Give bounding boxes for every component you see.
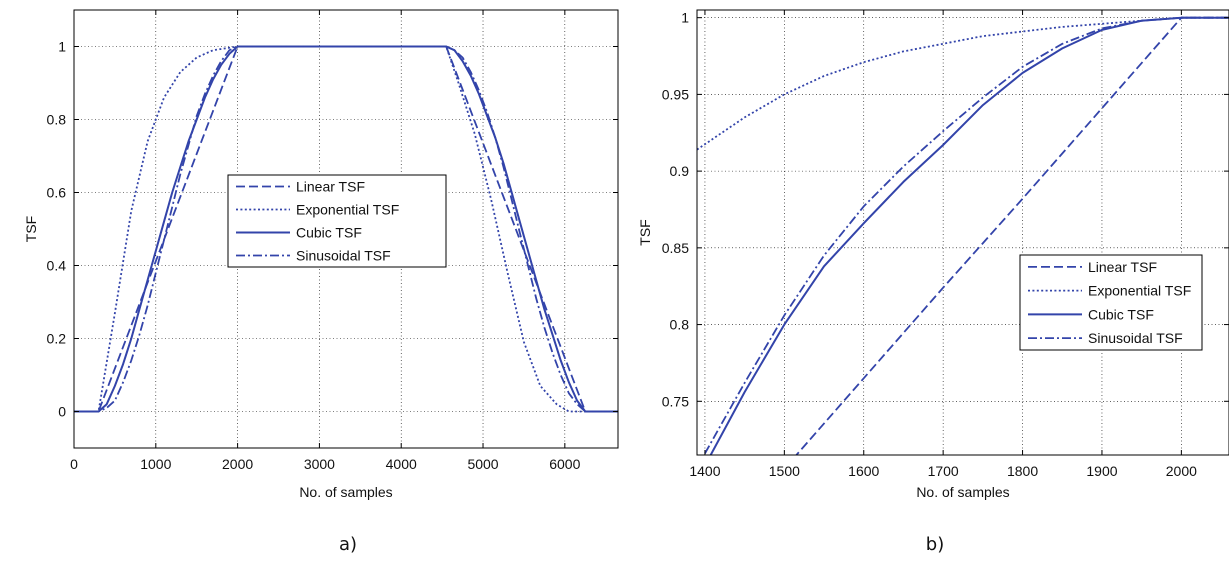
caption-b: b) [926,534,944,555]
legend: Linear TSF Exponential TSF Cubic TSF Sinuso… [227,174,447,268]
x-tick-label: 4000 [386,456,417,472]
y-tick-label: 0.95 [662,86,689,102]
legend-label-4: Sinusoidal TSF [296,248,391,264]
series-group [697,16,1229,455]
axes-box [73,9,619,449]
y-axis-label: TSF [637,219,653,245]
legend-box [1019,254,1203,351]
legend-box [227,174,447,268]
x-tick-label: 1600 [848,463,879,479]
x-axis-label: No. of samples [916,484,1009,500]
y-tick-label: 0.85 [662,240,689,256]
legend-label-4: Sinusoidal TSF [1088,330,1183,346]
y-tick-label: 0 [58,404,66,420]
series-line-2 [697,16,1229,151]
x-tick-label: 1400 [689,463,720,479]
series-line-4 [704,16,1229,454]
x-tick-label: 1800 [1007,463,1038,479]
x-tick-label: 1700 [928,463,959,479]
x-tick-label: 2000 [222,456,253,472]
legend-label-1: Linear TSF [1088,259,1157,275]
x-tick-label: 1500 [769,463,800,479]
x-axis-label: No. of samples [299,484,392,500]
legend: Linear TSF Exponential TSF Cubic TSF Sinuso… [1019,254,1203,351]
y-tick-label: 0.75 [662,393,689,409]
y-tick-label: 1 [681,10,689,26]
y-tick-label: 0.2 [47,331,67,347]
y-tick-label: 0.4 [47,258,67,274]
chart-a: 0 1000 2000 3000 4000 5000 6000 0 0.2 0.4 0.6 0.8 1 N… [23,9,619,500]
grid [697,10,1229,455]
legend-label-3: Cubic TSF [296,225,362,241]
y-tick-label: 0.8 [670,317,690,333]
x-tick-label: 1000 [140,456,171,472]
series-group [74,45,618,413]
caption-a: a) [339,534,357,555]
series-line-4 [74,45,618,413]
x-tick-label: 3000 [304,456,335,472]
chart-b: 1400 1500 1600 1700 1800 1900 2000 0.75 0.8 0.85 0… [637,9,1229,500]
x-tick-label: 6000 [549,456,580,472]
x-tick-label: 0 [70,456,78,472]
axes-box [696,9,1229,456]
legend-label-2: Exponential TSF [1088,283,1191,299]
series-line-2 [74,45,618,413]
legend-label-1: Linear TSF [296,179,365,195]
x-tick-label: 2000 [1166,463,1197,479]
y-tick-label: 0.6 [47,185,67,201]
y-axis-label: TSF [23,216,39,242]
x-tick-label: 5000 [467,456,498,472]
x-tick-label: 1900 [1086,463,1117,479]
y-tick-label: 0.8 [47,112,67,128]
legend-label-3: Cubic TSF [1088,306,1154,322]
series-line-3 [709,16,1229,455]
y-tick-label: 0.9 [670,163,690,179]
legend-label-2: Exponential TSF [296,202,399,218]
y-tick-label: 1 [58,39,66,55]
